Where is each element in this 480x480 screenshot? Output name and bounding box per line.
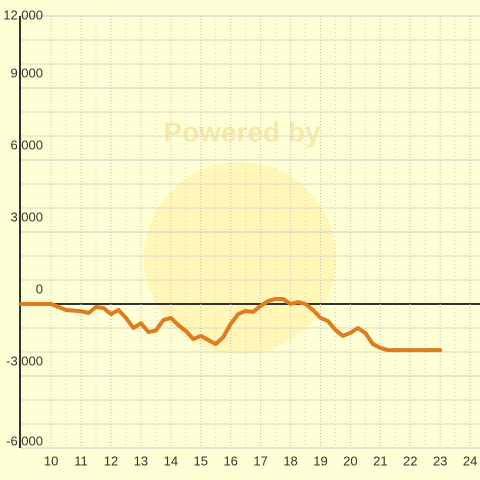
x-tick-label: 17 [253,453,267,468]
x-tick-label: 14 [164,453,178,468]
x-tick-label: 20 [343,453,357,468]
y-tick-label: -6,000 [6,433,43,448]
y-tick-label: 12,000 [3,7,43,22]
watermark-logo [144,162,336,354]
x-tick-label: 13 [134,453,148,468]
x-tick-label: 12 [104,453,118,468]
y-tick-label: 0 [36,281,43,296]
x-tick-label: 24 [463,453,477,468]
y-tick-label: 9,000 [10,65,43,80]
x-tick-label: 11 [74,453,88,468]
x-tick-label: 18 [283,453,297,468]
x-tick-label: 22 [403,453,417,468]
x-tick-label: 16 [223,453,237,468]
x-tick-label: 19 [313,453,327,468]
data-line [19,296,443,353]
x-tick-label: 23 [433,453,447,468]
x-tick-label: 21 [373,453,387,468]
watermark: Powered by [163,116,321,147]
y-tick-label: 3,000 [10,209,43,224]
y-tick-label: 6,000 [10,137,43,152]
y-tick-label: -3,000 [6,353,43,368]
x-tick-label: 15 [194,453,208,468]
x-tick-label: 10 [44,453,58,468]
